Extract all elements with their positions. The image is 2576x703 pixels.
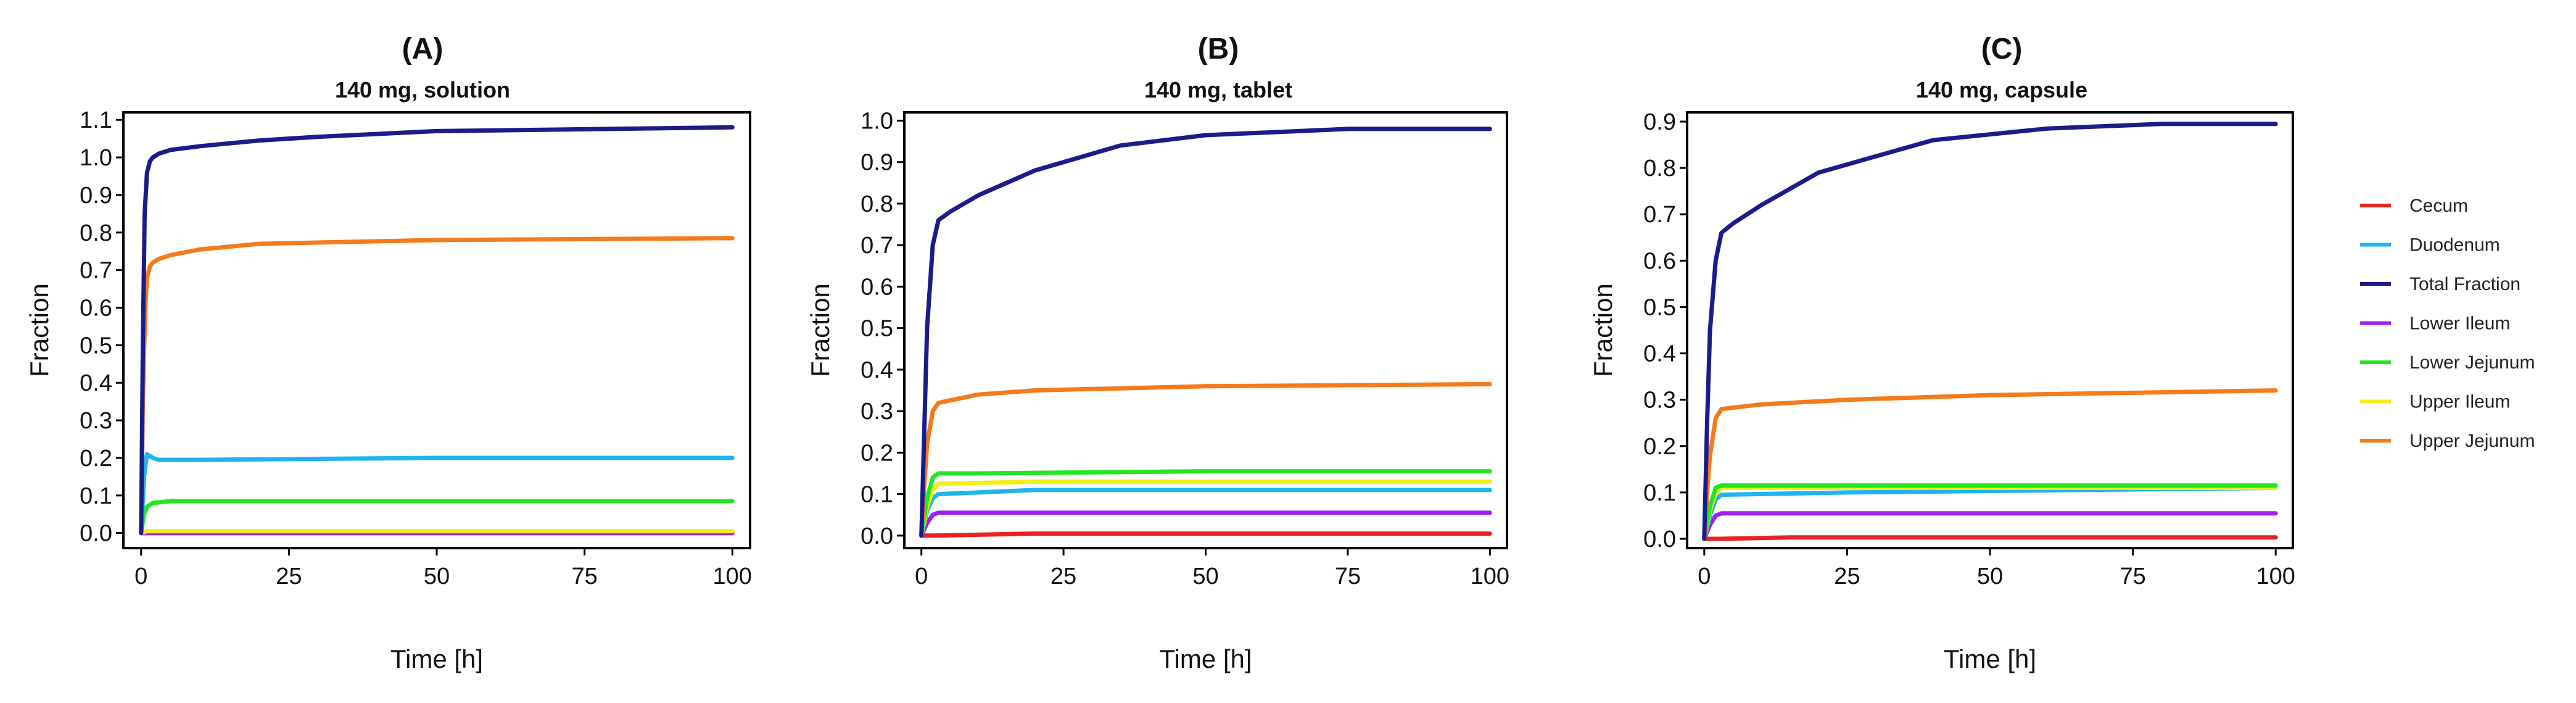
series-line-duodenum (139, 452, 735, 536)
series-group (139, 125, 735, 536)
y-tick-label: 0.1 (1643, 480, 1676, 506)
y-tick-label: 0.5 (1643, 294, 1676, 320)
series-line-total-fraction (1702, 122, 2278, 541)
y-axis-label: Fraction (806, 283, 835, 377)
y-tick-label: 0.2 (1643, 434, 1676, 460)
x-tick-label: 75 (2120, 564, 2145, 589)
y-tick-label: 0.9 (861, 150, 893, 176)
legend-label: Total Fraction (2409, 274, 2520, 294)
y-tick-label: 1.1 (80, 107, 112, 133)
y-tick-label: 0.5 (861, 316, 893, 342)
y-tick-label: 0.0 (861, 523, 893, 549)
y-tick-label: 0.4 (861, 357, 893, 383)
series-line-total-fraction (139, 125, 735, 536)
y-tick-label: 0.2 (80, 446, 112, 472)
x-tick-label: 0 (915, 564, 928, 589)
y-tick-label: 0.3 (861, 399, 893, 425)
y-tick-label: 0.6 (80, 295, 112, 321)
x-axis-label: Time [h] (1944, 644, 2036, 673)
chart-title: 140 mg, tablet (1144, 77, 1292, 102)
x-tick-label: 100 (1471, 564, 1509, 589)
panel-label: (C) (1981, 33, 2023, 65)
y-tick-label: 0.1 (80, 483, 112, 509)
x-tick-label: 50 (1977, 564, 2003, 589)
chart-panel-1: (A) 140 mg, solution 0.0 0.1 0.2 0.3 0.4 0.5 0.6… (25, 33, 752, 673)
y-tick-label: 1.0 (80, 145, 112, 171)
legend: Cecum Duodenum Total Fraction Lower Ileum Lo… (2360, 196, 2535, 451)
y-tick-label: 0.1 (861, 482, 893, 508)
series-line-cecum (1702, 535, 2278, 541)
y-tick-label: 0.5 (80, 333, 112, 359)
x-tick-label: 25 (1834, 564, 1860, 589)
x-tick-label: 50 (424, 564, 450, 589)
y-tick-label: 0.3 (80, 408, 112, 434)
y-tick-label: 0.8 (861, 191, 893, 217)
legend-label: Lower Ileum (2409, 314, 2510, 334)
x-tick-label: 75 (1335, 564, 1361, 589)
chart-title: 140 mg, solution (335, 77, 510, 102)
y-tick-label: 1.0 (861, 108, 893, 134)
legend-label: Lower Jejunum (2409, 352, 2535, 373)
y-tick-label: 0.4 (80, 370, 112, 396)
series-line-lower-jejunum (1702, 483, 2278, 541)
x-tick-label: 0 (1698, 564, 1711, 589)
y-tick-label: 0.7 (80, 258, 112, 284)
x-tick-label: 0 (134, 564, 147, 589)
y-tick-label: 0.9 (1643, 109, 1676, 135)
y-axis-label: Fraction (1588, 283, 1617, 377)
y-tick-label: 0.9 (80, 183, 112, 209)
chart-panel-2: (B) 140 mg, tablet 0.0 0.1 0.2 0.3 0.4 0.5 0.6 0.… (806, 33, 1509, 673)
y-tick-label: 0.3 (1643, 388, 1676, 414)
series-line-upper-jejunum (1702, 388, 2278, 541)
x-axis-label: Time [h] (390, 644, 483, 673)
y-tick-label: 0.7 (861, 233, 893, 259)
series-group (919, 127, 1492, 538)
x-tick-label: 75 (571, 564, 597, 589)
y-tick-label: 0.0 (1643, 526, 1676, 552)
y-tick-label: 0.8 (1643, 156, 1676, 181)
panel-label: (B) (1198, 33, 1239, 65)
y-tick-label: 0.4 (1643, 341, 1676, 367)
panel-label: (A) (402, 33, 444, 65)
legend-label: Upper Ileum (2409, 392, 2510, 412)
series-line-upper-ileum (139, 529, 735, 536)
y-tick-label: 0.8 (80, 220, 112, 246)
x-tick-label: 50 (1192, 564, 1218, 589)
y-axis-label: Fraction (25, 283, 54, 377)
series-line-lower-jejunum (919, 469, 1492, 538)
y-tick-label: 0.0 (80, 521, 112, 547)
series-group (1702, 122, 2278, 541)
y-tick-label: 0.6 (861, 274, 893, 300)
x-tick-label: 25 (276, 564, 302, 589)
chart-title: 140 mg, capsule (1916, 77, 2087, 102)
y-tick-label: 0.2 (861, 440, 893, 466)
legend-label: Cecum (2409, 196, 2468, 216)
series-line-cecum (919, 531, 1492, 538)
legend-label: Duodenum (2409, 235, 2500, 256)
x-tick-label: 25 (1051, 564, 1076, 589)
y-tick-label: 0.6 (1643, 248, 1676, 274)
x-tick-label: 100 (713, 564, 752, 589)
x-tick-label: 100 (2256, 564, 2295, 589)
y-tick-label: 0.7 (1643, 202, 1676, 228)
chart-panel-3: (C) 140 mg, capsule 0.0 0.1 0.2 0.3 0.4 0.5 0.6 0… (1588, 33, 2295, 673)
series-line-total-fraction (919, 127, 1492, 538)
x-axis-label: Time [h] (1159, 644, 1252, 673)
legend-label: Upper Jejunum (2409, 431, 2535, 451)
